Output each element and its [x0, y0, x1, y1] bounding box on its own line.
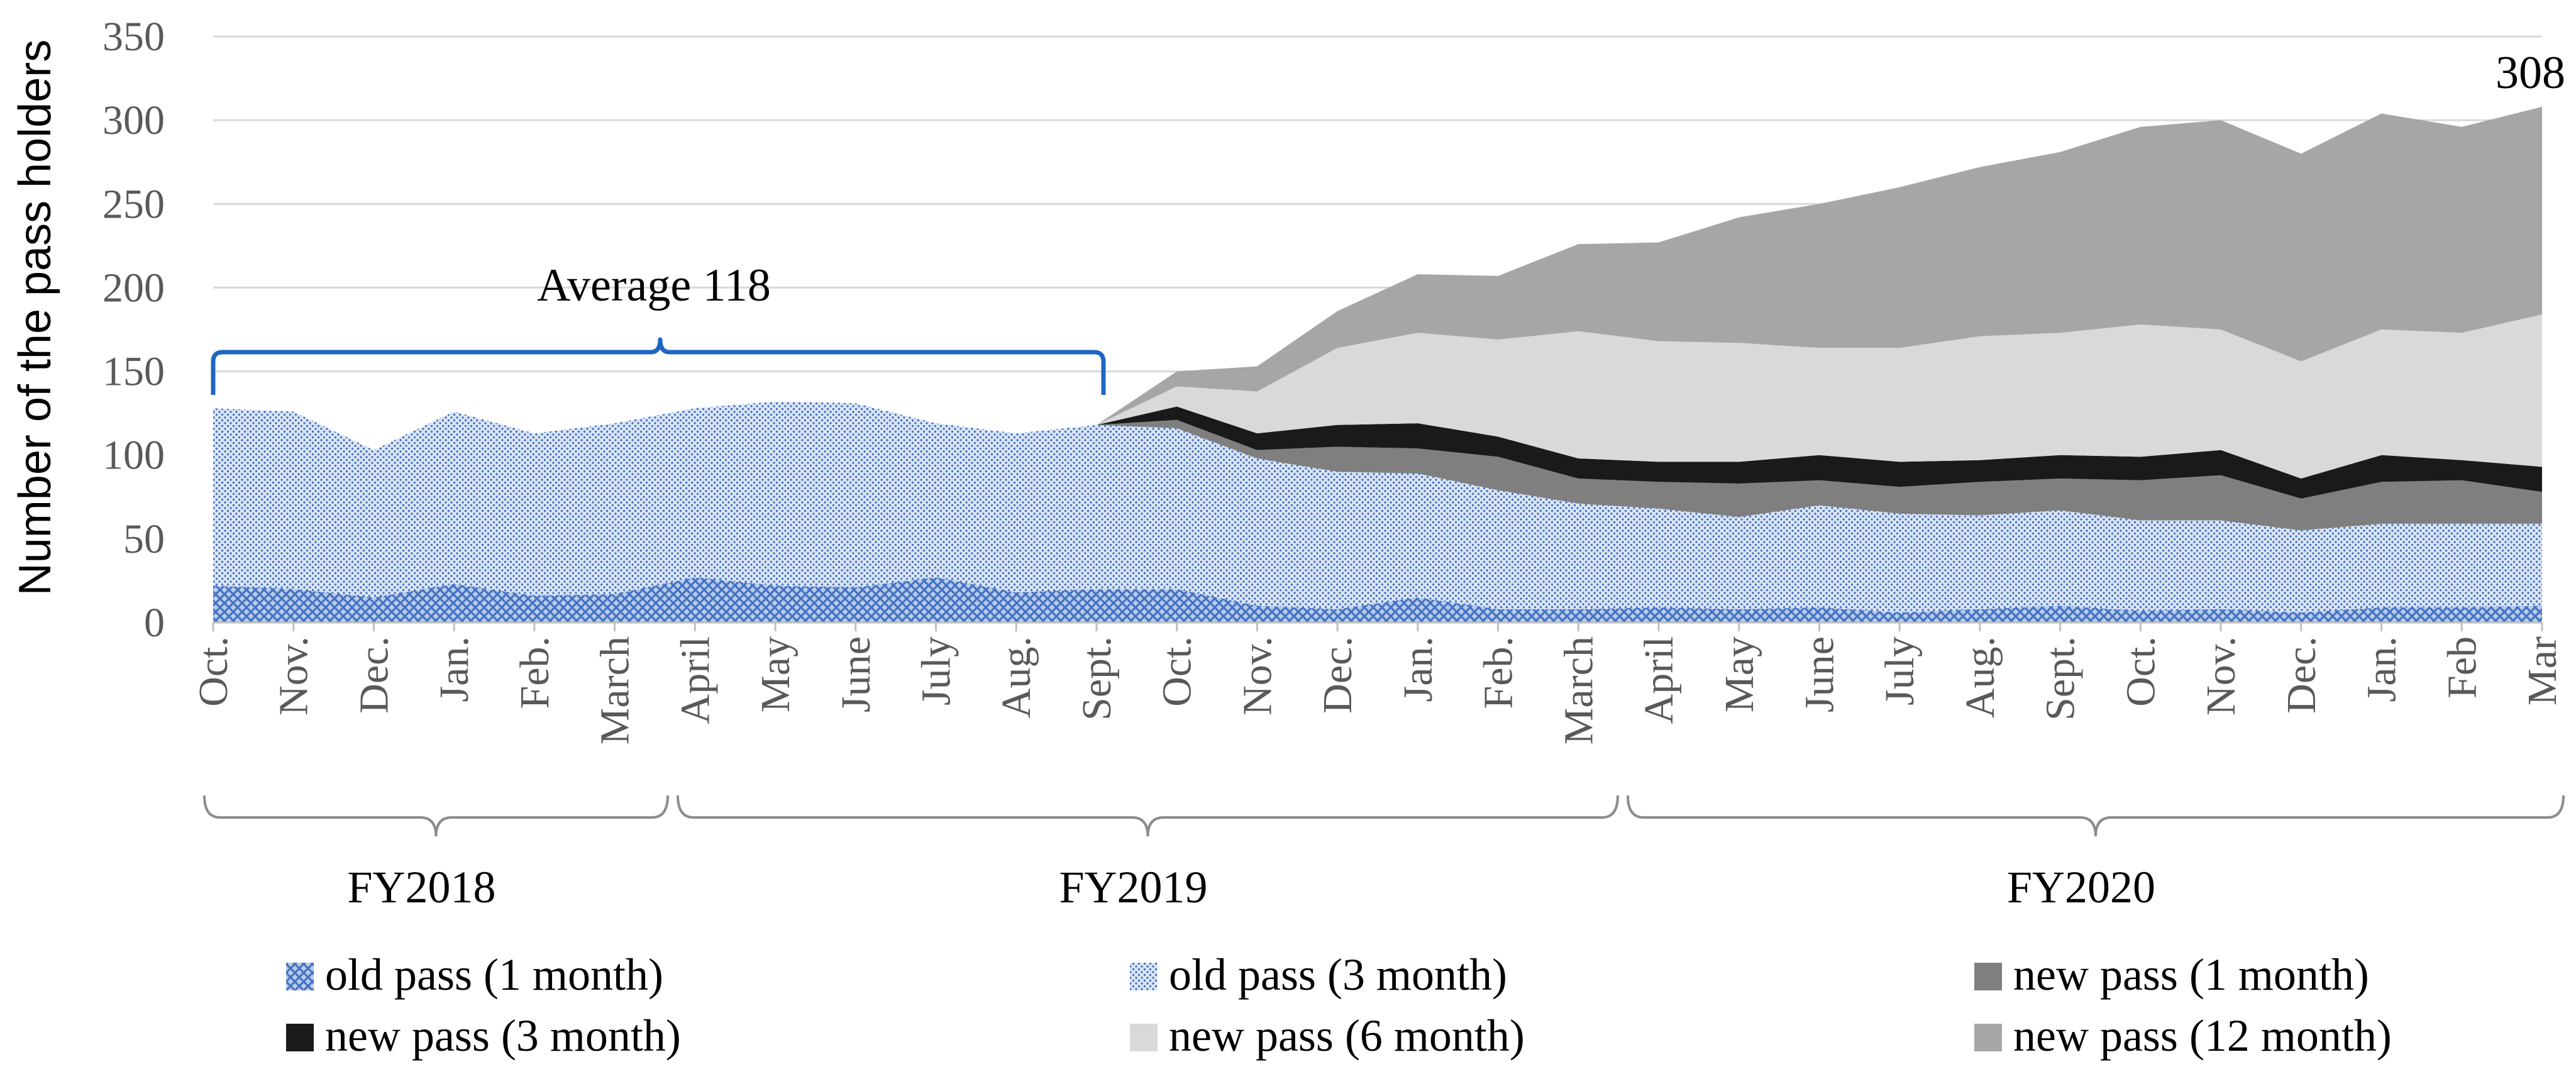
- legend-label: new pass (12 month): [2013, 1011, 2392, 1061]
- legend-label: new pass (3 month): [325, 1011, 681, 1061]
- x-tick-label: Nov.: [2198, 636, 2244, 716]
- x-tick-label: March: [1556, 636, 1601, 745]
- fiscal-year-label: FY2019: [1059, 862, 1207, 912]
- x-tick-label: Feb.: [1476, 636, 1522, 709]
- area-new-pass-3-month: [213, 401, 2542, 499]
- legend-swatch: [1130, 963, 1158, 990]
- y-tick-label: 350: [102, 14, 165, 60]
- x-axis: Oct. Nov. Dec. Jan. Feb. March April May June Jul…: [191, 621, 2565, 745]
- legend-swatch: [1974, 1024, 2002, 1051]
- y-tick-label: 150: [102, 349, 165, 395]
- legend-swatch: [1130, 1024, 1158, 1051]
- x-tick-label: May: [1716, 636, 1762, 712]
- y-tick-label: 200: [102, 265, 165, 311]
- x-tick-label: June: [1796, 636, 1842, 712]
- x-tick-label: Oct.: [1154, 636, 1200, 707]
- x-tick-label: Oct.: [191, 636, 236, 707]
- legend-label: old pass (1 month): [325, 950, 663, 1000]
- legend-swatch: [1974, 963, 2002, 990]
- fy-brace: [677, 795, 1619, 837]
- x-tick-label: Oct.: [2118, 636, 2164, 707]
- legend-label: new pass (6 month): [1169, 1011, 1525, 1061]
- fy-brace: [1627, 795, 2565, 837]
- x-tick-label: Jan.: [2359, 636, 2405, 702]
- average-label: Average 118: [537, 260, 771, 311]
- area-old-pass-1-month: [213, 577, 2542, 623]
- x-tick-label: May: [753, 636, 799, 712]
- fiscal-year-label: FY2020: [2007, 862, 2155, 912]
- area-new-pass-6-month: [213, 314, 2542, 479]
- x-tick-label: Nov.: [271, 636, 317, 716]
- area-new-pass-12-month: [213, 106, 2542, 450]
- x-tick-label: Jan.: [1395, 636, 1441, 702]
- x-tick-label: Mar: [2519, 636, 2565, 706]
- x-tick-label: July: [914, 636, 959, 706]
- average-bracket-line: [211, 337, 1106, 395]
- legend-label: new pass (1 month): [2013, 950, 2369, 1000]
- y-axis-label: Number of the pass holders: [10, 40, 60, 595]
- y-tick-label: 0: [144, 600, 165, 646]
- x-tick-label: Sept.: [1074, 636, 1120, 721]
- x-tick-label: July: [1877, 636, 1923, 706]
- x-tick-label: June: [833, 636, 879, 712]
- fiscal-year-braces: FY2018 FY2019 FY2020: [203, 795, 2565, 912]
- legend: old pass (1 month) old pass (3 month) new …: [286, 950, 2392, 1061]
- x-tick-label: April: [1636, 636, 1682, 724]
- y-axis: 0 50 100 150 200 250 300 350: [102, 14, 165, 646]
- fy-brace: [203, 795, 669, 837]
- legend-swatch: [286, 963, 314, 990]
- y-tick-label: 250: [102, 181, 165, 227]
- x-tick-label: Jan.: [431, 636, 477, 702]
- x-tick-label: Aug.: [1957, 636, 2003, 718]
- x-tick-label: Aug.: [993, 636, 1039, 718]
- fiscal-year-label: FY2018: [347, 862, 495, 912]
- x-tick-label: April: [672, 636, 718, 724]
- y-tick-label: 50: [123, 516, 165, 562]
- area-series: [213, 106, 2542, 623]
- average-bracket: Average 118: [211, 260, 1106, 395]
- area-new-pass-1-month: [213, 401, 2542, 531]
- legend-swatch: [286, 1024, 314, 1051]
- area-old-pass-3-month: [213, 401, 2542, 612]
- x-tick-label: March: [592, 636, 638, 745]
- y-tick-label: 100: [102, 433, 165, 479]
- x-tick-label: Dec.: [1315, 636, 1361, 714]
- x-tick-label: Nov.: [1234, 636, 1280, 716]
- x-tick-label: Sept.: [2038, 636, 2084, 721]
- y-tick-label: 300: [102, 97, 165, 143]
- legend-label: old pass (3 month): [1169, 950, 1507, 1000]
- end-total-label: 308: [2496, 47, 2565, 99]
- x-tick-label: Dec.: [351, 636, 397, 714]
- x-tick-label: Feb: [2439, 636, 2485, 699]
- x-tick-label: Dec.: [2279, 636, 2324, 714]
- x-tick-label: Feb.: [512, 636, 558, 709]
